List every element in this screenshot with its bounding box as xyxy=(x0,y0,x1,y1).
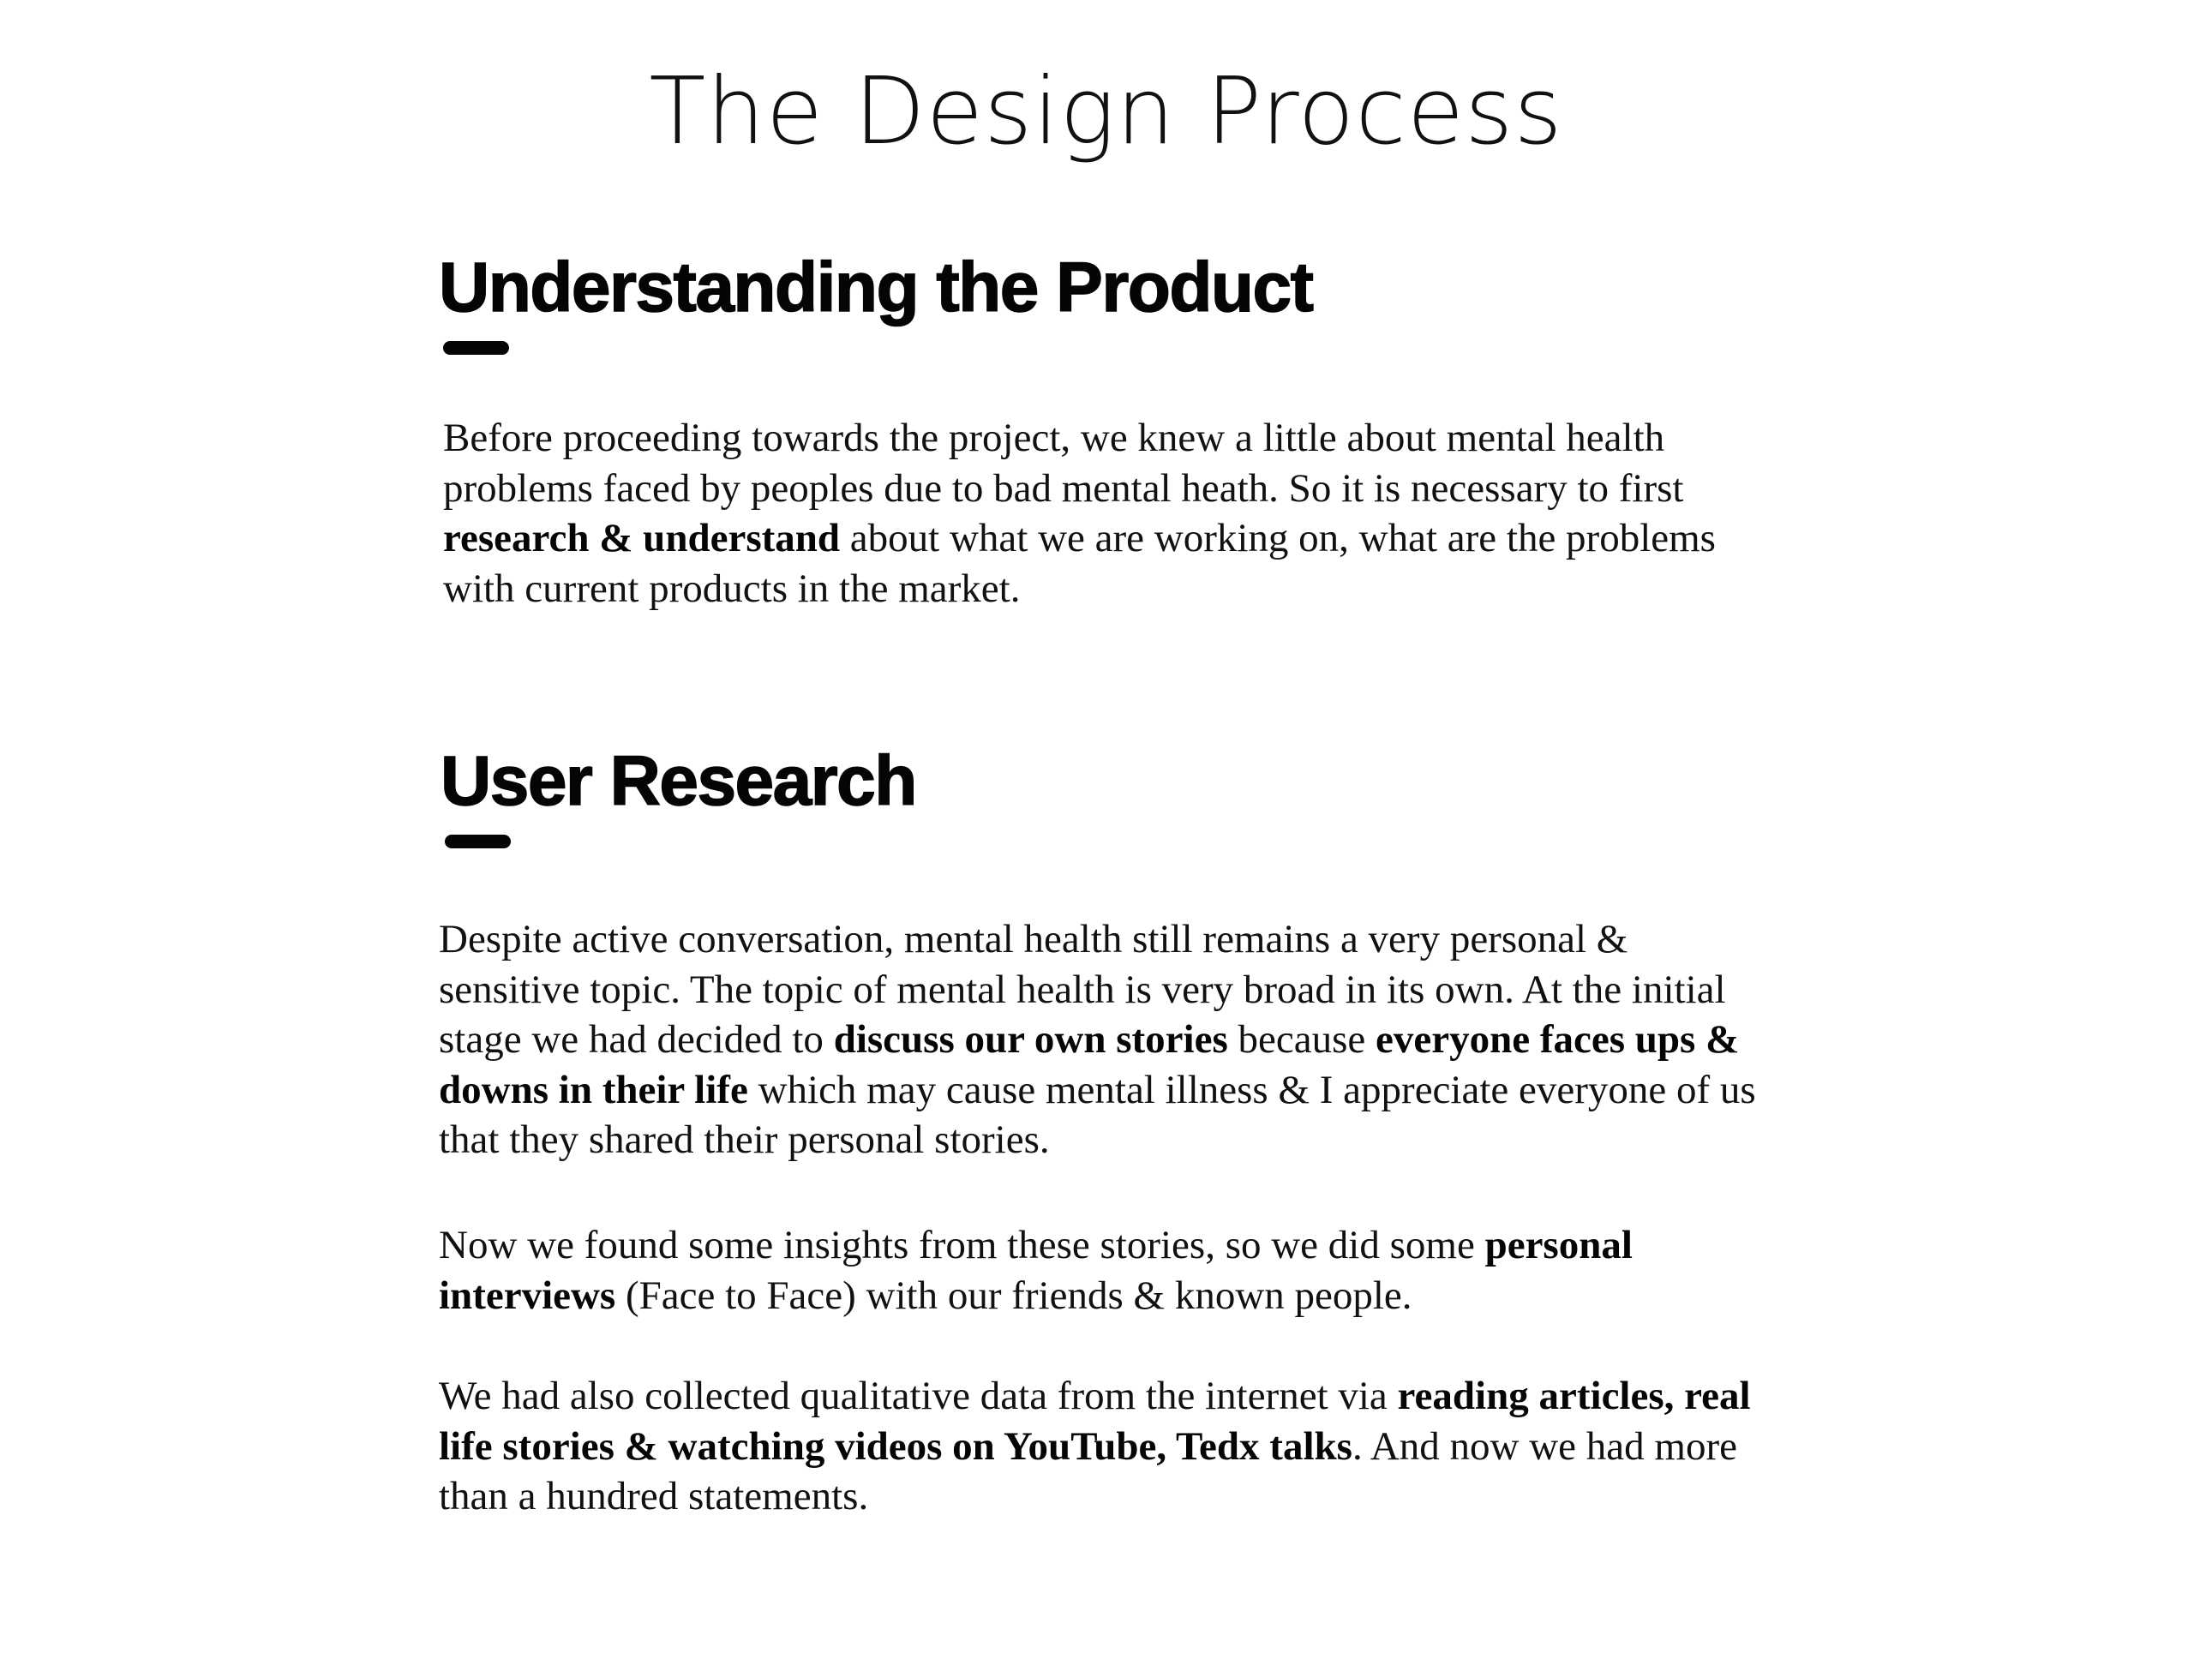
text-run: which may cause mental illness & I appre… xyxy=(747,1067,1756,1112)
text-run: than a hundred statements. xyxy=(439,1474,869,1518)
page-title: The Design Process xyxy=(649,58,1563,165)
text-run: problems faced by peoples due to bad men… xyxy=(443,465,1684,511)
emphasized-text: reading articles, real xyxy=(1397,1374,1751,1418)
paragraph-user-research-qualitative-data: We had also collected qualitative data f… xyxy=(439,1371,1751,1522)
heading-underline-accent xyxy=(443,341,509,355)
paragraph-user-research-interviews: Now we found some insights from these st… xyxy=(439,1220,1633,1321)
paragraph-user-research-stories: Despite active conversation, mental heal… xyxy=(439,914,1756,1165)
text-run: sensitive topic. The topic of mental hea… xyxy=(439,967,1726,1012)
emphasized-text: personal xyxy=(1484,1223,1633,1267)
text-run: about what we are working on, what are t… xyxy=(840,516,1716,560)
text-run: that they shared their personal stories. xyxy=(439,1117,1050,1162)
emphasized-text: discuss our own stories xyxy=(833,1017,1228,1062)
text-run: Before proceeding towards the project, w… xyxy=(443,416,1665,460)
text-run: (Face to Face) with our friends & known … xyxy=(615,1273,1412,1318)
text-run: We had also collected qualitative data f… xyxy=(439,1374,1398,1418)
heading-underline-accent xyxy=(445,835,511,848)
section-heading-understanding-the-product: Understanding the Product xyxy=(438,248,1314,327)
text-run: Now we found some insights from these st… xyxy=(439,1223,1485,1267)
paragraph-understanding-product: Before proceeding towards the project, w… xyxy=(443,413,1716,614)
emphasized-text: interviews xyxy=(439,1273,616,1318)
text-run: Despite active conversation, mental heal… xyxy=(439,917,1628,961)
section-heading-user-research: User Research xyxy=(440,741,918,821)
emphasized-text: everyone faces ups & xyxy=(1376,1017,1740,1062)
text-run: stage we had decided to xyxy=(439,1017,834,1062)
emphasized-text: downs in their life xyxy=(439,1067,748,1112)
emphasized-text: research & understand xyxy=(443,516,841,560)
text-run: with current products in the market. xyxy=(443,566,1021,611)
text-run: because xyxy=(1227,1017,1376,1062)
text-run: . And now we had more xyxy=(1352,1423,1737,1469)
emphasized-text: life stories & watching videos on YouTub… xyxy=(439,1423,1352,1469)
